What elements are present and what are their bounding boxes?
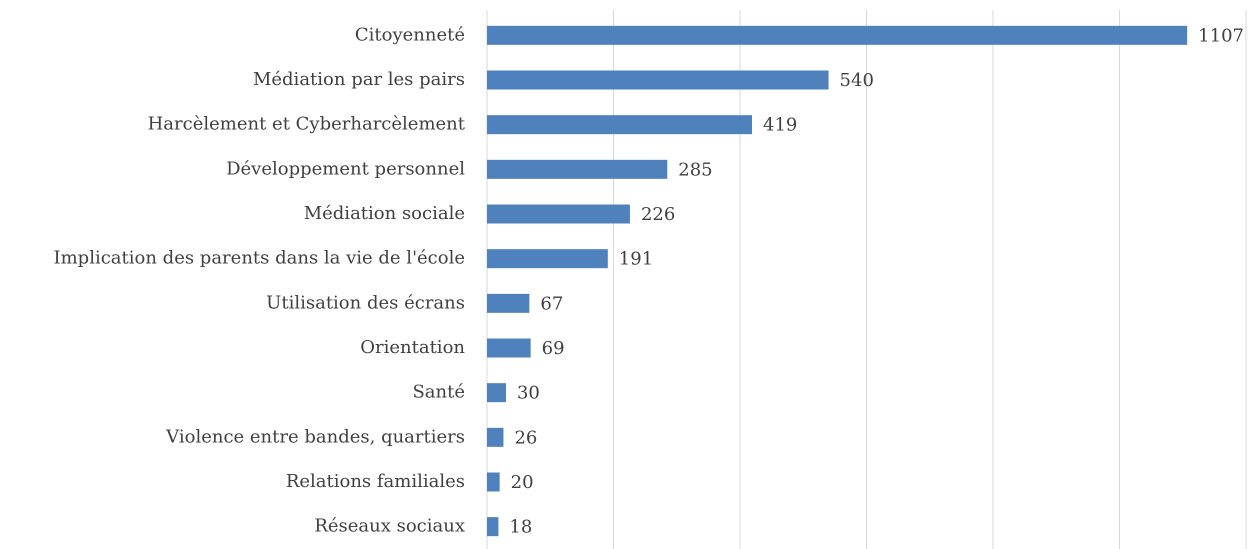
data-label: 1107	[1198, 25, 1244, 46]
category-label: Citoyenneté	[355, 24, 465, 45]
category-label: Utilisation des écrans	[266, 292, 465, 313]
category-label: Relations familiales	[286, 471, 465, 492]
category-label: Développement personnel	[226, 158, 465, 179]
bar	[487, 115, 753, 135]
data-label: 26	[514, 427, 537, 448]
bar	[487, 472, 500, 492]
data-label: 285	[678, 159, 712, 180]
bar	[487, 204, 630, 224]
data-label: 419	[763, 115, 797, 136]
data-label: 191	[619, 249, 653, 270]
data-label: 18	[509, 517, 532, 538]
data-label: 226	[641, 204, 675, 225]
bar	[487, 70, 829, 90]
bar	[487, 159, 668, 179]
category-label: Violence entre bandes, quartiers	[165, 426, 465, 447]
bar	[487, 517, 499, 537]
bar	[487, 293, 530, 313]
data-label: 69	[542, 338, 565, 359]
data-label: 67	[540, 293, 563, 314]
category-label: Médiation par les pairs	[253, 69, 465, 90]
data-label: 540	[840, 70, 874, 91]
bar	[487, 338, 531, 358]
category-label: Santé	[412, 382, 465, 403]
category-label: Réseaux sociaux	[314, 516, 465, 537]
category-label: Harcèlement et Cyberharcèlement	[148, 114, 466, 135]
bar	[487, 383, 506, 403]
bar	[487, 427, 504, 447]
category-label: Implication des parents dans la vie de l…	[54, 248, 466, 269]
category-label: Orientation	[360, 337, 465, 358]
data-label: 30	[517, 383, 540, 404]
category-label: Médiation sociale	[304, 203, 465, 224]
bar	[487, 25, 1188, 45]
bar	[487, 249, 608, 269]
data-label: 20	[511, 472, 534, 493]
